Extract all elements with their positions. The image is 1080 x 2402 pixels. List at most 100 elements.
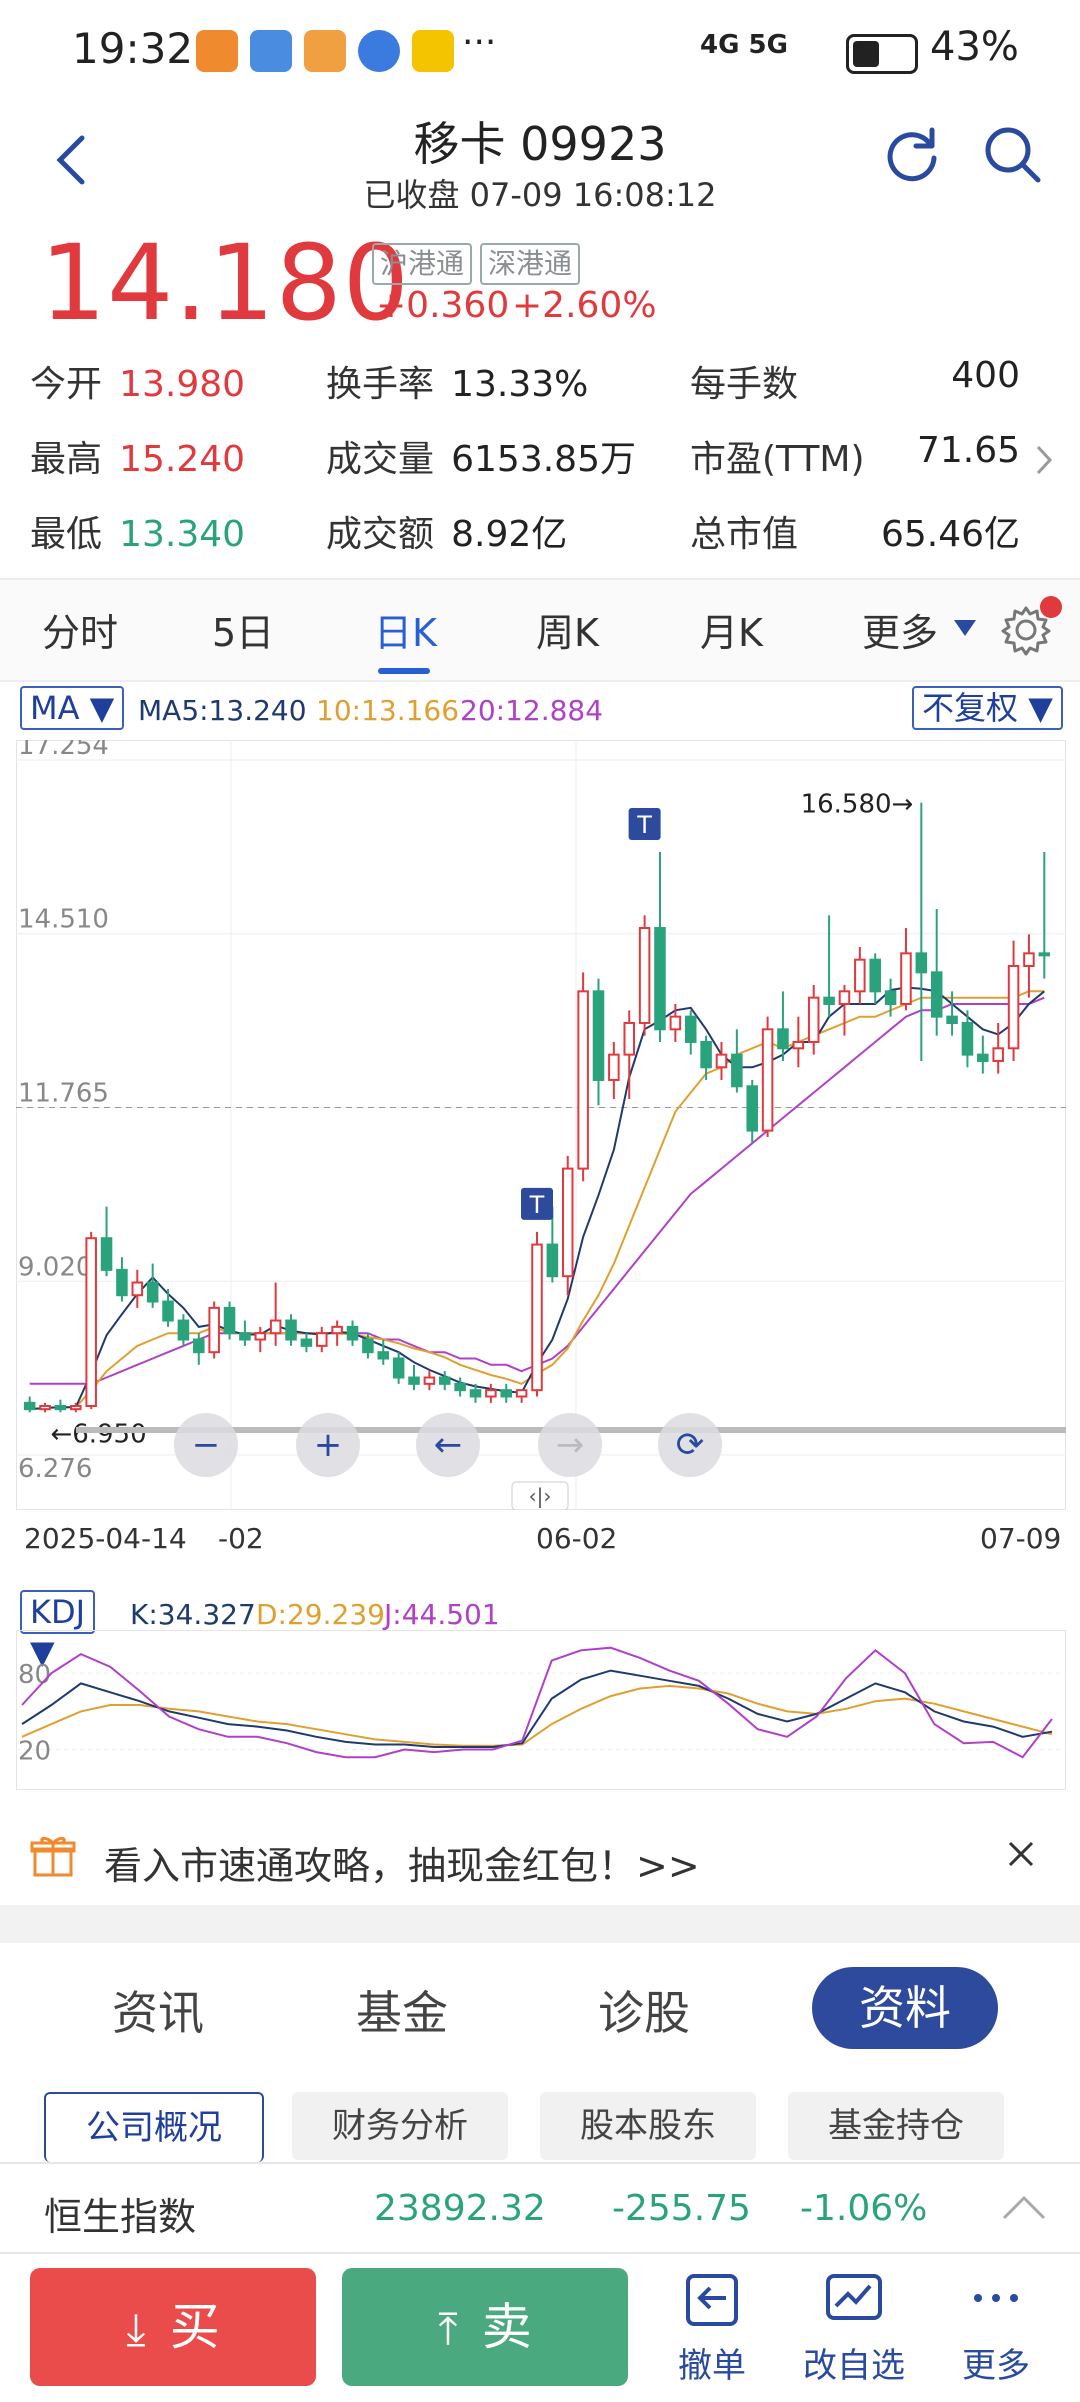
y-tick-label: 9.020 (18, 1252, 92, 1282)
tab-5day[interactable]: 5日 (212, 611, 275, 655)
zoom-out-icon: − (192, 1425, 221, 1465)
candle-body (515, 1389, 528, 1398)
video-app-icon (304, 30, 346, 72)
search-icon[interactable] (980, 122, 1044, 186)
candle-body (700, 1040, 712, 1069)
subtab-shareholders[interactable]: 股本股东 (540, 2092, 756, 2160)
edit-watchlist-button[interactable]: 改自选 (794, 2272, 914, 2387)
toolbar-button-bg (174, 1413, 238, 1477)
tab-diagnosis[interactable]: 诊股 (598, 1986, 690, 2040)
tab-intraday[interactable]: 分时 (42, 611, 119, 655)
network-indicator: 4G 5G (700, 30, 788, 60)
more-button[interactable]: 更多 (936, 2272, 1056, 2387)
pan-left-button[interactable]: ← (416, 1413, 480, 1477)
stat-open: 今开 13.980 (30, 355, 245, 407)
candle-body (1038, 952, 1051, 957)
candle-body (654, 927, 666, 1031)
candle-body (485, 1389, 497, 1398)
y-tick-label: 6.276 (18, 1454, 92, 1484)
candle-body (761, 1028, 774, 1132)
back-arrow-icon[interactable] (48, 130, 98, 190)
cancel-order-button[interactable]: 撤单 (652, 2272, 772, 2387)
candle-body (85, 1237, 97, 1407)
stat-amount: 成交额 8.92亿 (326, 505, 567, 557)
edit-watchlist-label: 改自选 (803, 2346, 905, 2386)
candle-body (930, 971, 943, 1018)
tab-profile[interactable]: 资料 (812, 1967, 998, 2049)
candle-body (900, 952, 912, 1005)
chevron-right-icon[interactable] (1034, 443, 1054, 477)
kdj-selector[interactable]: KDJ ▼ (20, 1590, 96, 1671)
candle-body (577, 990, 589, 1170)
stat-label: 每手数 (690, 364, 799, 405)
tab-daily-k[interactable]: 日K (374, 611, 437, 655)
candle-body (131, 1281, 144, 1297)
candle-body (116, 1268, 128, 1297)
tag-shanghai-connect: 沪港通 (372, 243, 473, 285)
weather-icon (250, 30, 292, 72)
subtab-company-overview[interactable]: 公司概况 (44, 2092, 264, 2162)
stat-value: 13.340 (119, 514, 246, 555)
candle-body (39, 1404, 51, 1411)
rotate-button[interactable]: ⟳ (658, 1413, 722, 1477)
y-tick-label: 17.254 (18, 740, 109, 761)
candle-body (561, 1167, 574, 1278)
candle-body (884, 990, 897, 1005)
tab-news[interactable]: 资讯 (112, 1986, 204, 2040)
candle-body (638, 927, 651, 1024)
stat-label: 换手率 (326, 364, 435, 405)
stat-pe-ttm: 市盈(TTM) (690, 430, 865, 482)
browser-icon (358, 30, 400, 72)
toolbar-button-bg (658, 1413, 722, 1477)
promo-banner[interactable]: 看入市速通攻略，抽现金红包！>> (0, 1805, 1080, 1905)
close-icon[interactable] (1004, 1837, 1038, 1871)
stat-label: 今开 (30, 364, 103, 405)
stat-label: 成交额 (326, 514, 435, 555)
adjust-selector[interactable]: 不复权 ▼ (912, 686, 1063, 730)
more-label: 更多 (962, 2346, 1030, 2386)
cancel-order-icon (686, 2274, 738, 2326)
zoom-in-button[interactable]: + (296, 1413, 360, 1477)
toolbar-button-bg (538, 1413, 602, 1477)
meituan-icon (412, 30, 454, 72)
subtab-fund-holdings[interactable]: 基金持仓 (788, 2092, 1004, 2160)
kdj-chart[interactable]: 80 20 (16, 1630, 1066, 1790)
index-ticker[interactable]: 恒生指数 23892.32 -255.75 -1.06% (0, 2162, 1080, 2254)
candle-body (500, 1389, 513, 1398)
tab-weekly-k[interactable]: 周K (536, 611, 599, 655)
refresh-icon[interactable] (880, 122, 944, 186)
y-tick-label: 14.510 (18, 905, 109, 935)
buy-button[interactable]: ⤓ 买 (30, 2268, 316, 2386)
candle-body (23, 1401, 36, 1411)
tab-more[interactable]: 更多 (862, 611, 939, 655)
sell-button[interactable]: ⤒ 卖 (342, 2268, 628, 2386)
candle-body (992, 1047, 1004, 1062)
tab-funds[interactable]: 基金 (356, 1986, 448, 2040)
index-change-percent: -1.06% (800, 2188, 928, 2229)
stat-lot-size: 每手数 (690, 355, 798, 407)
chevron-up-icon[interactable] (1000, 2192, 1048, 2222)
candle-body (70, 1404, 82, 1411)
t-marker-label: T (636, 811, 652, 839)
subtab-financial-analysis[interactable]: 财务分析 (292, 2092, 508, 2160)
candle-body (1007, 965, 1020, 1050)
index-value: 23892.32 (374, 2188, 546, 2229)
dropdown-triangle-icon[interactable] (952, 618, 978, 638)
stat-market-cap: 总市值 (690, 505, 798, 557)
stat-low: 最低 13.340 (30, 505, 245, 557)
candle-body (823, 996, 835, 1005)
cancel-order-label: 撤单 (678, 2346, 746, 2386)
candle-body (838, 990, 851, 1005)
pan-right-button[interactable]: → (538, 1413, 602, 1477)
gear-icon[interactable] (998, 602, 1054, 658)
ma-selector[interactable]: MA ▼ (20, 686, 125, 730)
stock-title: 移卡 09923 (413, 117, 667, 171)
buy-arrow-icon: ⤓ (126, 2304, 146, 2355)
kdj-j-line (21, 1646, 1053, 1759)
watchlist-chart-icon (826, 2274, 882, 2320)
candle-body (531, 1243, 543, 1392)
zoom-out-button[interactable]: − (174, 1413, 238, 1477)
candlestick-chart[interactable]: 17.254 14.510 11.765 9.020 6.276 T T 16.580→ ←6.… (16, 740, 1066, 1510)
tab-monthly-k[interactable]: 月K (700, 611, 763, 655)
candle-body (869, 958, 881, 993)
